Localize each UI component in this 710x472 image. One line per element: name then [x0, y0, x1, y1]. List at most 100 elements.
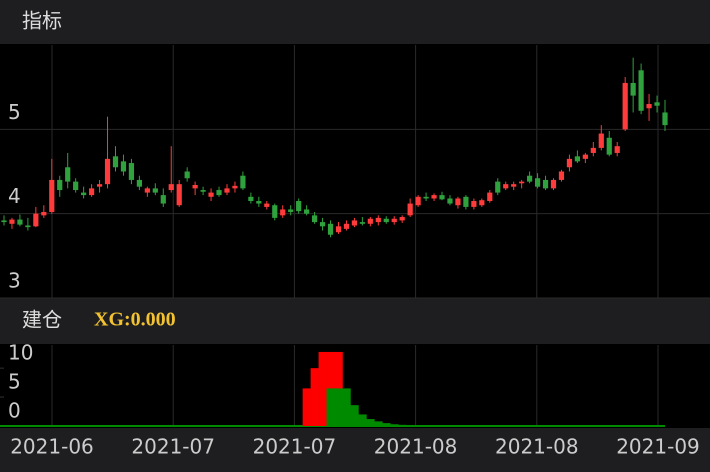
bar — [398, 424, 407, 426]
indicator-header — [0, 0, 710, 44]
candle-body — [495, 181, 501, 193]
bar — [350, 405, 359, 426]
candle-body — [264, 203, 270, 207]
candle-body — [288, 209, 294, 212]
candle-body — [41, 211, 47, 216]
date-axis-bar — [0, 428, 710, 472]
candle-body — [534, 178, 541, 187]
y-tick-label: 4 — [8, 184, 21, 208]
candle-body — [542, 179, 549, 189]
candle-body — [351, 220, 358, 226]
candle-body — [272, 205, 278, 218]
candle-body — [487, 192, 493, 202]
candle-body — [33, 213, 39, 227]
bar — [414, 425, 423, 426]
candle-body — [104, 158, 111, 185]
bar — [406, 425, 415, 426]
candle-body — [335, 226, 342, 233]
candle-body — [622, 82, 628, 130]
candle-body — [447, 198, 453, 204]
panel-title: 指标 — [22, 9, 62, 33]
candle-body — [479, 200, 485, 206]
candle-body — [25, 225, 31, 228]
candle-body — [566, 158, 573, 168]
candle-body — [367, 218, 373, 224]
candle-body — [9, 219, 15, 224]
candle-body — [280, 209, 286, 216]
candle-body — [128, 163, 135, 180]
candle-body — [1, 220, 7, 223]
bar — [310, 368, 319, 426]
indicator-value: XG:0.000 — [94, 309, 176, 331]
x-tick-label: 2021-08 — [374, 435, 458, 459]
candle-body — [574, 156, 580, 162]
candle-body — [176, 184, 182, 206]
candle-body — [208, 192, 214, 197]
candle-body — [192, 184, 198, 189]
candle-body — [248, 196, 254, 202]
candle-body — [184, 171, 190, 179]
candle-body — [423, 196, 429, 199]
candle-body — [49, 179, 55, 212]
candle-body — [606, 137, 612, 155]
candle-body — [598, 133, 604, 148]
bar — [334, 388, 343, 426]
candle-body — [136, 179, 142, 187]
bar — [366, 419, 375, 426]
candle-body — [527, 175, 533, 182]
y-tick-label: 10 — [8, 341, 33, 365]
candle-body — [431, 195, 437, 199]
candle-body — [415, 196, 421, 206]
candle-body — [662, 112, 668, 126]
candle-body — [296, 201, 302, 212]
candle-body — [614, 146, 620, 153]
candle-body — [89, 188, 95, 196]
candle-body — [65, 167, 71, 182]
candle-body — [343, 223, 350, 229]
bar — [302, 388, 311, 426]
candle-body — [224, 188, 230, 193]
bar — [382, 423, 391, 426]
panel-title: 建仓 — [22, 308, 62, 332]
y-tick-label: 3 — [8, 269, 21, 293]
candle-body — [319, 222, 326, 227]
candle-body — [558, 171, 565, 180]
bar — [374, 421, 383, 426]
candle-body — [144, 188, 150, 193]
candle-body — [519, 181, 525, 184]
candle-body — [152, 188, 158, 193]
candle-body — [630, 82, 636, 96]
bar — [326, 388, 335, 426]
candle-body — [399, 217, 405, 221]
candle-body — [200, 190, 206, 192]
signal-header — [0, 298, 710, 344]
x-tick-label: 2021-07 — [131, 435, 215, 459]
x-tick-label: 2021-08 — [495, 435, 579, 459]
candle-body — [646, 104, 652, 109]
candle-body — [311, 215, 318, 223]
candle-body — [304, 209, 310, 214]
candle-body — [232, 185, 238, 189]
candle-body — [120, 161, 127, 172]
bar — [318, 351, 327, 426]
candle-body — [654, 102, 660, 106]
bar — [358, 414, 367, 426]
y-tick-label: 5 — [8, 100, 21, 124]
x-tick-label: 2021-09 — [616, 435, 700, 459]
candle-body — [407, 203, 413, 216]
candle-body — [112, 156, 119, 168]
candle-body — [375, 217, 381, 223]
bar — [390, 424, 399, 426]
candle-body — [96, 184, 103, 187]
candle-body — [455, 198, 461, 206]
candle-body — [471, 201, 477, 207]
candle-body — [327, 223, 334, 235]
candle-body — [160, 195, 166, 204]
candle-body — [590, 147, 596, 153]
bar — [342, 388, 351, 426]
candle-body — [17, 219, 23, 225]
y-tick-label: 0 — [8, 399, 21, 423]
x-tick-label: 2021-06 — [10, 435, 94, 459]
